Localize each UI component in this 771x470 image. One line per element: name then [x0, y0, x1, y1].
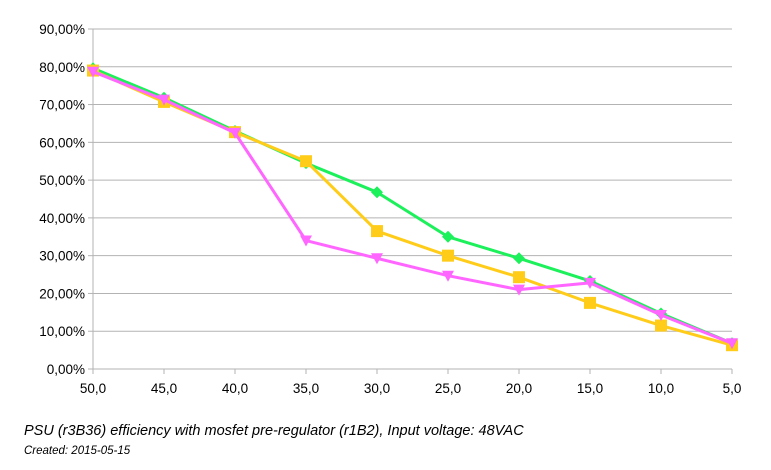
- y-tick-label: 60,00%: [39, 135, 85, 150]
- x-tick-label: 25,0: [435, 381, 461, 396]
- data-point-triangle: [300, 235, 312, 247]
- created-date: Created: 2015-05-15: [24, 445, 131, 457]
- y-tick-label: 20,00%: [39, 286, 85, 301]
- x-tick-label: 15,0: [577, 381, 603, 396]
- data-point-triangle: [513, 284, 525, 296]
- y-tick-label: 40,00%: [39, 211, 85, 226]
- y-tick-label: 90,00%: [39, 22, 85, 37]
- data-point-triangle: [371, 253, 383, 265]
- series-3: [87, 66, 738, 350]
- data-point-square: [513, 271, 525, 284]
- y-tick-label: 0,00%: [47, 362, 85, 377]
- data-point-triangle: [584, 277, 596, 289]
- y-tick-label: 10,00%: [39, 324, 85, 339]
- data-point-square: [442, 249, 454, 262]
- data-point-square: [300, 155, 312, 168]
- efficiency-chart: 0,00% 10,00% 20,00% 30,00% 40,00% 50,00% 60,00…: [39, 22, 742, 396]
- data-point-diamond: [513, 252, 525, 265]
- chart-caption: PSU (r3B36) efficiency with mosfet pre-r…: [24, 423, 524, 439]
- data-point-triangle: [442, 270, 454, 282]
- data-point-triangle: [726, 338, 738, 350]
- data-point-triangle: [158, 94, 170, 106]
- data-series: [87, 62, 738, 352]
- series-line: [91, 70, 734, 345]
- x-tick-label: 40,0: [222, 381, 248, 396]
- data-point-triangle: [229, 127, 241, 139]
- data-point-square: [371, 225, 383, 238]
- data-point-square: [655, 319, 667, 332]
- data-point-diamond: [371, 186, 383, 199]
- data-point-diamond: [442, 230, 454, 243]
- gridlines: [93, 28, 732, 332]
- y-tick-label: 80,00%: [39, 60, 85, 75]
- x-tick-label: 5,0: [723, 381, 742, 396]
- axes: [88, 28, 733, 374]
- x-tick-label: 45,0: [151, 381, 177, 396]
- x-tick-label: 35,0: [293, 381, 319, 396]
- x-tick-label: 20,0: [506, 381, 532, 396]
- x-tick-label: 10,0: [648, 381, 674, 396]
- data-point-square: [584, 296, 596, 309]
- data-point-triangle: [655, 309, 667, 321]
- y-tick-label: 30,00%: [39, 249, 85, 264]
- y-tick-label: 50,00%: [39, 173, 85, 188]
- x-tick-label: 50,0: [80, 381, 106, 396]
- x-axis-tick-labels: 50,0 45,0 40,0 35,0 30,0 25,0 20,0 15,0 10,0 5,0: [80, 381, 742, 396]
- x-tick-label: 30,0: [364, 381, 390, 396]
- y-tick-label: 70,00%: [39, 98, 85, 113]
- data-point-triangle: [87, 66, 99, 78]
- y-axis-tick-labels: 0,00% 10,00% 20,00% 30,00% 40,00% 50,00% 60,00…: [39, 22, 85, 377]
- series-line: [91, 66, 734, 345]
